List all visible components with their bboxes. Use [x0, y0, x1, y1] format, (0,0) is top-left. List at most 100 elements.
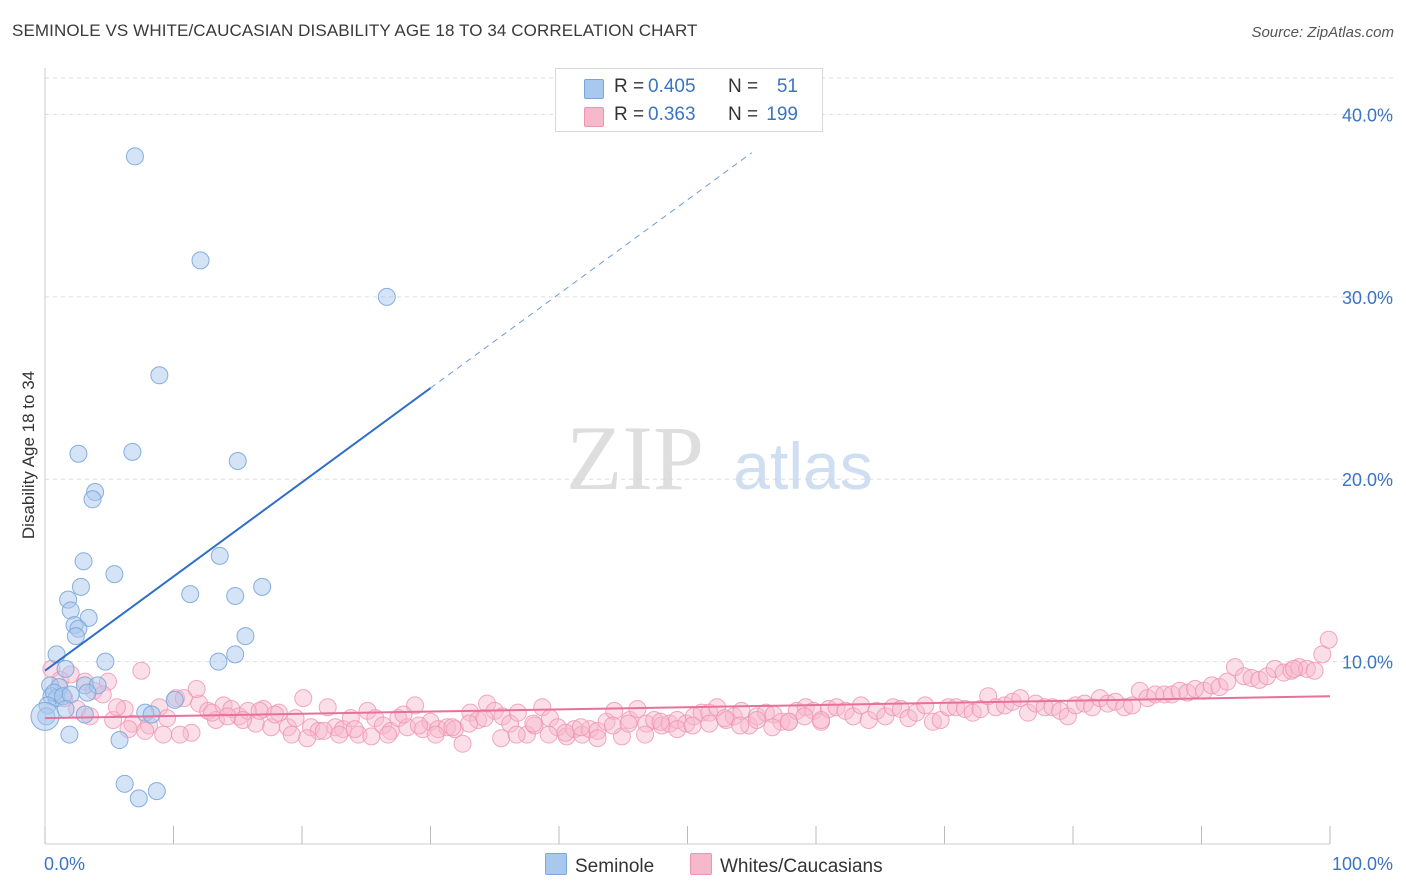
white-point — [362, 727, 381, 746]
white-point — [891, 700, 910, 719]
white-point — [876, 707, 895, 726]
seminole-point — [74, 552, 93, 571]
seminole-point — [129, 789, 148, 808]
axes — [44, 68, 1331, 845]
r-value: 0.363 — [648, 104, 696, 125]
n-label: N = — [728, 104, 759, 125]
white-point — [668, 720, 687, 739]
white-point — [827, 698, 846, 717]
white-point — [1297, 659, 1316, 678]
white-point — [923, 712, 942, 731]
seminole-point — [79, 608, 98, 627]
seminole-legend-swatch — [545, 853, 567, 875]
legend-row-white: R = 0.363 N = 199 — [556, 101, 822, 129]
white-point — [218, 707, 237, 726]
x-tick-label-end: 100.0% — [1332, 854, 1393, 874]
white-point — [478, 694, 497, 713]
seminole-point — [83, 490, 102, 509]
white-point — [1225, 658, 1244, 677]
white-point — [715, 709, 734, 728]
white-point — [1319, 630, 1338, 649]
white-point — [492, 729, 511, 748]
seminole-point — [236, 627, 255, 646]
seminole-point — [78, 683, 97, 702]
white-point — [190, 694, 209, 713]
white-point — [394, 705, 413, 724]
white-point — [379, 725, 398, 744]
seminole-legend-label: Seminole — [575, 856, 655, 877]
white-point — [517, 725, 536, 744]
white-point — [475, 709, 494, 728]
white-point — [345, 720, 364, 739]
white-point — [1202, 676, 1221, 695]
seminole-point — [105, 565, 124, 584]
white-point — [1019, 703, 1038, 722]
seminole-point — [191, 251, 210, 270]
y-tick-label: 30.0% — [1342, 288, 1393, 308]
white-point — [539, 725, 558, 744]
r-label: R = — [614, 104, 645, 125]
white-point — [731, 716, 750, 735]
white-point — [409, 716, 428, 735]
white-point — [636, 725, 655, 744]
seminole-point — [69, 444, 88, 463]
white-point — [493, 707, 512, 726]
chart-title: SEMINOLE VS WHITE/CAUCASIAN DISABILITY A… — [12, 21, 698, 40]
white-point — [318, 698, 337, 717]
white-point — [772, 712, 791, 731]
white-point — [603, 716, 622, 735]
seminole-point — [210, 546, 229, 565]
white-point — [453, 734, 472, 753]
seminole-point — [165, 690, 184, 709]
watermark-zip: ZIP — [566, 407, 704, 509]
seminole-point — [75, 705, 94, 724]
white-point — [330, 725, 349, 744]
seminole-point — [71, 577, 90, 596]
white-point — [677, 714, 696, 733]
seminole-point — [150, 366, 169, 385]
x-tick-label-start: 0.0% — [44, 854, 85, 874]
seminole-point — [123, 442, 142, 461]
white-point — [916, 696, 935, 715]
seminole-point — [147, 782, 166, 801]
y-tick-label: 10.0% — [1342, 653, 1393, 673]
white-point — [651, 712, 670, 731]
white-point — [619, 714, 638, 733]
seminole-swatch — [584, 79, 604, 99]
white-point — [1285, 659, 1304, 678]
white-point — [780, 712, 799, 731]
white-point — [507, 725, 526, 744]
seminole-point — [115, 774, 134, 793]
white-point — [282, 725, 301, 744]
white-trendline — [44, 695, 1331, 720]
white-point — [1218, 672, 1237, 691]
n-value: 199 — [766, 104, 798, 125]
white-point — [107, 698, 126, 717]
seminole-point — [181, 585, 200, 604]
white-legend-label: Whites/Caucasians — [720, 856, 883, 877]
white-point — [286, 709, 305, 728]
white-point — [1234, 667, 1253, 686]
white-point — [524, 714, 543, 733]
white-point — [747, 710, 766, 729]
seminole-point — [228, 452, 247, 470]
white-point — [700, 714, 719, 733]
n-value: 51 — [776, 76, 798, 97]
white-point — [683, 716, 702, 735]
seminole-point — [209, 652, 228, 671]
white-point — [556, 723, 575, 742]
white-point — [154, 725, 173, 744]
white-point — [314, 721, 333, 740]
seminole-point — [125, 147, 144, 166]
y-axis-label: Disability Age 18 to 34 — [19, 371, 38, 539]
white-point — [1035, 698, 1054, 717]
white-point — [136, 721, 155, 740]
source-label: Source: ZipAtlas.com — [1251, 24, 1394, 41]
white-point — [1123, 696, 1142, 715]
white-swatch — [584, 107, 604, 127]
seminole-point — [66, 627, 85, 646]
white-point — [426, 725, 445, 744]
white-point — [571, 718, 590, 737]
seminole-point — [110, 731, 129, 750]
bottom-legend-seminole: Seminole — [545, 853, 654, 878]
